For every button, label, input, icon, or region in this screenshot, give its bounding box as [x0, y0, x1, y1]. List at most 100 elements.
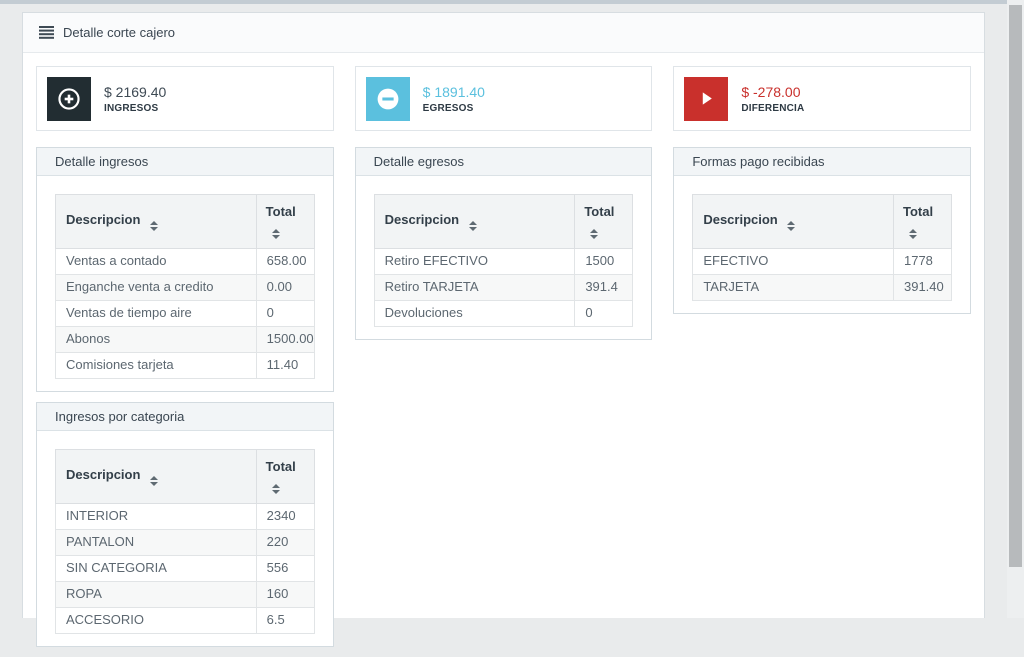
column-header-total[interactable]: Total [255, 193, 315, 250]
cell-descripcion: Retiro TARJETA [373, 274, 576, 302]
cell-descripcion: Ventas de tiempo aire [55, 300, 257, 328]
cell-descripcion: Retiro EFECTIVO [373, 248, 576, 276]
panel-body: Descripcion Total INTERIOR 2340 PANTA [37, 431, 333, 646]
table-row: TARJETA 391.40 [692, 274, 952, 302]
panel-title: Ingresos por categoria [37, 402, 333, 431]
cell-total: 160 [255, 581, 315, 608]
table-body: Retiro EFECTIVO 1500 Retiro TARJETA 391.4 De… [373, 248, 634, 328]
cell-descripcion: ACCESORIO [55, 606, 257, 634]
column-header-label: Total [902, 204, 934, 219]
table-row: Ventas a contado 658.00 [55, 248, 315, 276]
column-header-descripcion[interactable]: Descripcion [55, 193, 257, 250]
column-header-total[interactable]: Total [892, 193, 952, 250]
column-header-label: Descripcion [66, 467, 141, 483]
table-body: INTERIOR 2340 PANTALON 220 SIN CATEGORIA 556 R… [55, 503, 315, 634]
table-header-row: Descripcion Total [692, 193, 952, 250]
column-header-label: Total [584, 204, 615, 219]
detalle-corte-cajero-card: Detalle corte cajero $ 2169.40 INGR [22, 12, 985, 647]
cell-descripcion: INTERIOR [55, 503, 257, 531]
caret-right-icon [684, 76, 729, 121]
cell-descripcion: PANTALON [55, 529, 257, 557]
panel-formas-pago-recibidas: Formas pago recibidas Descripcion [673, 147, 971, 315]
table-header-row: Descripcion Total [373, 193, 634, 250]
cell-total: 391.40 [892, 274, 952, 302]
column-header-label: Descripcion [703, 212, 778, 228]
ingresos-categoria-table: Descripcion Total INTERIOR 2340 PANTA [55, 448, 315, 634]
panel-body: Descripcion Total Ventas a contado 6 [37, 176, 333, 391]
panel-title: Detalle ingresos [37, 148, 333, 176]
table-row: PANTALON 220 [55, 529, 315, 557]
column-header-total[interactable]: Total [574, 193, 634, 250]
table-row: Devoluciones 0 [373, 300, 634, 328]
column-header-label: Descripcion [384, 212, 460, 228]
sort-icon [590, 229, 599, 240]
table-row: Retiro EFECTIVO 1500 [373, 248, 634, 276]
table-row: Ventas de tiempo aire 0 [55, 300, 315, 328]
cell-descripcion: Ventas a contado [55, 248, 257, 276]
cell-descripcion: ROPA [55, 581, 257, 608]
sort-icon [787, 221, 796, 232]
ingresos-value: $ 2169.40 [104, 83, 167, 100]
column-header-label: Total [265, 458, 296, 474]
table-row: Comisiones tarjeta 11.40 [55, 352, 315, 379]
column-header-descripcion[interactable]: Descripcion [55, 448, 257, 505]
cell-total: 220 [255, 529, 315, 557]
table-row: Abonos 1500.00 [55, 326, 315, 353]
cell-total: 2340 [255, 503, 315, 531]
table-row: Retiro TARJETA 391.4 [373, 274, 634, 302]
column-2: $ 1891.40 EGRESOS Detalle egresos Descri… [354, 66, 653, 350]
column-header-label: Descripcion [66, 212, 141, 228]
cell-total: 556 [255, 555, 315, 582]
table-header-row: Descripcion Total [55, 193, 315, 250]
top-border-strip [0, 0, 1007, 4]
table-row: Enganche venta a credito 0.00 [55, 274, 315, 302]
cell-descripcion: Devoluciones [373, 300, 576, 328]
cell-descripcion: Enganche venta a credito [55, 274, 257, 302]
panel-title: Formas pago recibidas [674, 148, 970, 176]
table-header-row: Descripcion Total [55, 448, 315, 505]
table-row: INTERIOR 2340 [55, 503, 315, 531]
column-1: $ 2169.40 INGRESOS Detalle ingresos Desc… [36, 66, 334, 657]
panel-ingresos-por-categoria: Ingresos por categoria Descripcion [36, 401, 334, 647]
panel-title: Detalle egresos [355, 148, 652, 176]
panel-detalle-ingresos: Detalle ingresos Descripcion [36, 147, 334, 392]
column-header-descripcion[interactable]: Descripcion [373, 193, 576, 250]
plus-circle-icon [47, 76, 91, 121]
cell-descripcion: Abonos [55, 326, 257, 353]
scrollbar-thumb[interactable] [1009, 5, 1022, 567]
table-row: ACCESORIO 6.5 [55, 606, 315, 634]
vertical-scrollbar[interactable] [1007, 0, 1024, 618]
cell-total: 1778 [892, 248, 952, 276]
cell-total: 1500 [574, 248, 634, 276]
detalle-ingresos-table: Descripcion Total Ventas a contado 6 [55, 193, 315, 379]
detalle-egresos-table: Descripcion Total Retiro EFECTIVO 15 [373, 193, 634, 328]
diferencia-value: $ -278.00 [741, 83, 801, 100]
summary-card-ingresos: $ 2169.40 INGRESOS [36, 66, 334, 131]
cell-total: 0 [574, 300, 634, 328]
table-row: SIN CATEGORIA 556 [55, 555, 315, 582]
formas-pago-table: Descripcion Total EFECTIVO 1778 TARJE [692, 193, 952, 302]
card-titlebar: Detalle corte cajero [23, 13, 984, 53]
sort-icon [271, 229, 280, 240]
cell-total: 658.00 [255, 248, 315, 276]
egresos-label: EGRESOS [422, 102, 474, 114]
cell-total: 6.5 [255, 606, 315, 634]
cell-total: 1500.00 [255, 326, 315, 353]
cell-descripcion: Comisiones tarjeta [55, 352, 257, 379]
cell-total: 0 [255, 300, 315, 328]
page-title: Detalle corte cajero [63, 25, 175, 40]
column-header-total[interactable]: Total [255, 448, 315, 505]
table-row: ROPA 160 [55, 581, 315, 608]
sort-icon [908, 229, 917, 240]
panel-body: Descripcion Total Retiro EFECTIVO 15 [356, 176, 652, 339]
diferencia-label: DIFERENCIA [741, 102, 805, 114]
minus-circle-icon [365, 76, 410, 121]
cell-descripcion: TARJETA [692, 274, 894, 302]
sort-icon [271, 484, 280, 495]
summary-card-egresos: $ 1891.40 EGRESOS [354, 66, 653, 131]
cell-descripcion: SIN CATEGORIA [55, 555, 257, 582]
panel-body: Descripcion Total EFECTIVO 1778 TARJE [674, 176, 970, 313]
table-body: Ventas a contado 658.00 Enganche venta a c… [55, 248, 315, 379]
ingresos-label: INGRESOS [104, 102, 159, 114]
column-header-descripcion[interactable]: Descripcion [692, 193, 894, 250]
